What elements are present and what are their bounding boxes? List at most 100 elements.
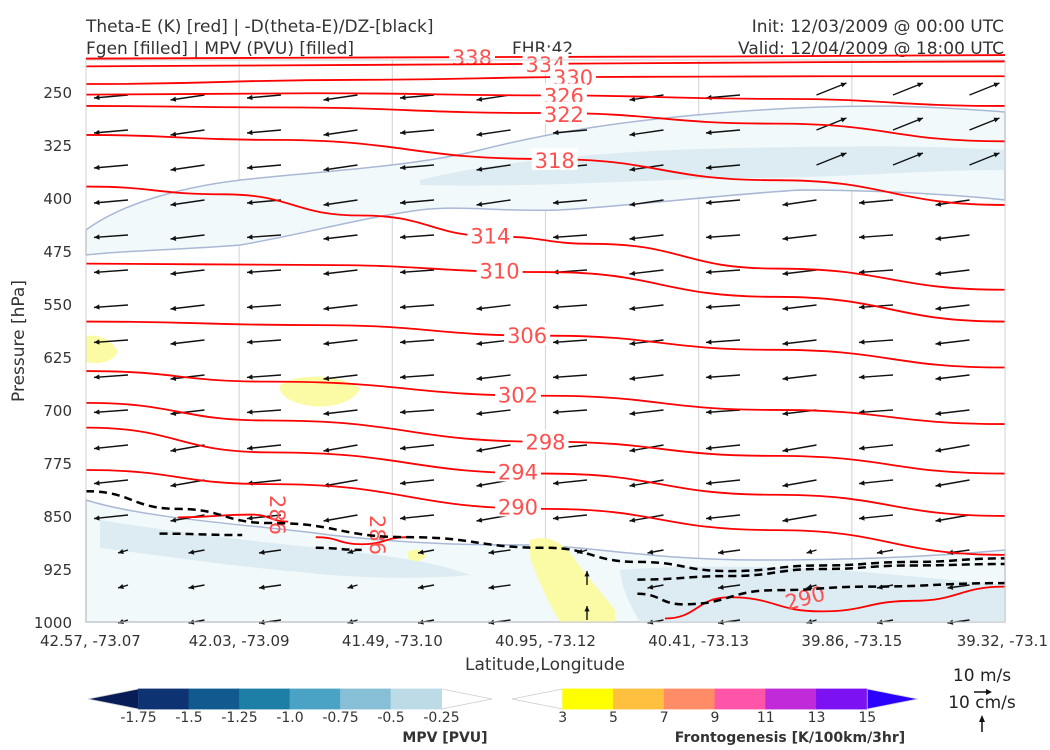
wind-vector-head [859,269,865,275]
wind-vector-head [806,548,813,554]
wind-vector [323,164,358,171]
wind-vector-head [94,234,100,240]
wind-vector [93,199,129,204]
vector-key-horizontal-arrowhead [986,689,992,695]
wind-vector [399,339,435,344]
y-tick-label: 1000 [34,614,72,632]
wind-vector-head [553,339,559,345]
wind-vector [170,304,205,310]
wind-vector [93,444,129,450]
theta-e-contour [85,370,1006,425]
wind-vector-head [782,482,789,488]
wind-vector-head [859,374,865,380]
wind-vector-head [94,445,100,451]
wind-vector-head [782,340,789,346]
wind-vector-head [94,374,100,380]
wind-vector-head [247,515,253,521]
wind-vector-head [400,339,406,345]
wind-vector [782,199,817,206]
colorbar-segment [613,688,665,710]
wind-vector-head [323,166,330,172]
theta-e-low-contour [177,513,289,523]
wind-vector-head [806,583,813,589]
wind-vector-head [476,447,483,453]
wind-vector-head [782,270,789,276]
wind-vector-head [993,152,1000,158]
wind-vector [782,514,817,522]
wind-vector [93,129,129,134]
wind-vector-head [993,117,1000,123]
wind-vector [858,269,894,274]
wind-vector [170,269,205,275]
wind-vector-head [400,199,406,206]
wind-vector-head [400,374,406,380]
wind-vector-head [859,304,865,310]
wind-vector-head [629,235,636,241]
wind-vector-head [476,305,483,311]
wind-vector-head [629,305,636,311]
wind-vector-head [247,409,253,415]
wind-vector-head [553,409,559,415]
wind-vector [476,444,511,452]
theta-e-label-bg [531,147,578,170]
dthetae-dz-contours [85,489,1006,606]
wind-vector [858,374,894,379]
y-tick-label: 625 [43,349,72,367]
wind-vector [782,479,817,487]
x-tick-label: 40.41, -73.13 [648,632,749,650]
wind-vector-head [917,82,923,88]
dthetae-dz-contour [159,532,243,537]
wind-vector-head [400,234,406,240]
wind-vector-head [259,549,265,555]
wind-vector [629,129,664,136]
wind-vector-head [476,410,483,416]
wind-vector-head [247,164,253,171]
wind-vector [629,199,664,206]
wind-vector [323,94,358,101]
x-axis-label: Latitude,Longitude [465,655,625,675]
wind-vector [705,514,741,520]
theta-e-label: 298 [525,431,565,455]
wind-vector-head [94,129,100,136]
wind-vector-head [170,447,177,453]
x-tick-label: 41.49, -73.10 [342,632,443,650]
colorbar-segment [188,688,240,710]
wind-vector [705,339,741,344]
wind-vector-head [476,166,483,172]
colorbar-segment [765,688,817,710]
wind-vector-head [935,235,942,241]
wind-vector [552,479,588,485]
wind-vector-head [935,270,942,276]
wind-vector [323,129,358,136]
wind-vector-head [170,96,177,102]
wind-vector [399,479,435,485]
y-tick-label: 250 [43,84,72,102]
wind-vector [323,234,358,240]
wind-vector-head [476,96,483,102]
wind-vector [323,479,358,487]
x-tick-label: 42.57, -73.07 [40,632,141,650]
wind-vector-head [718,549,724,555]
x-axis-ticks: 42.57, -73.07 42.03, -73.09 41.49, -73.10 4… [40,632,1048,650]
colorbar-segment [239,688,291,710]
wind-vector-head [400,409,406,415]
wind-vector [93,339,129,344]
y-tick-label: 325 [43,137,72,155]
wind-vectors [93,82,1000,625]
colorbar-segment [289,688,341,710]
wind-vector-head [859,234,865,240]
wind-vector-head [993,82,1000,88]
wind-vector-head [247,129,253,136]
wind-vector-head [488,584,495,590]
wind-vector [399,269,435,274]
colorbar-segment [340,688,392,710]
wind-vector-head [782,305,789,311]
wind-vector [246,129,282,134]
wind-vector-head [782,235,789,241]
theta-e-label-bg [494,382,541,405]
wind-vector-head [782,517,789,523]
wind-vector-head [247,339,253,345]
theta-e-label-bg [540,101,587,124]
wind-vector-head [170,482,177,488]
